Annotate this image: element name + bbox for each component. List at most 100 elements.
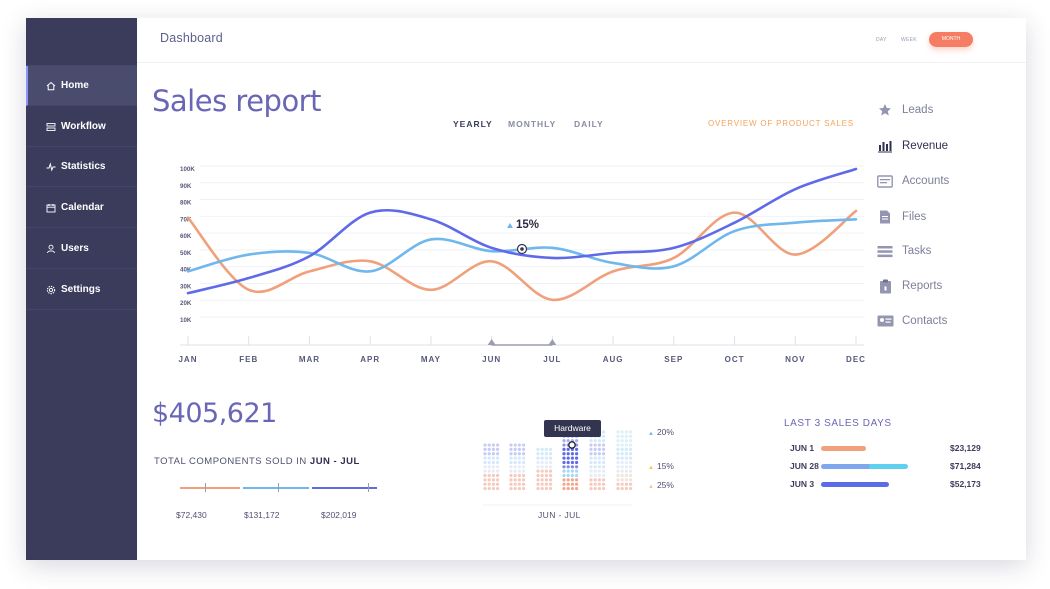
matrix-dot (487, 465, 491, 469)
matrix-dot (487, 478, 491, 482)
segment-value-3: $202,019 (321, 510, 357, 520)
sidebar-item-settings[interactable]: Settings (26, 270, 137, 310)
series-line-1 (186, 167, 858, 295)
x-tick-label: FEB (239, 355, 258, 364)
matrix-dot (562, 465, 566, 469)
tab-yearly[interactable]: YEARLY (453, 119, 493, 129)
range-week-button[interactable]: WEEK (901, 37, 917, 43)
tab-monthly[interactable]: MONTHLY (508, 119, 557, 129)
matrix-dot (597, 443, 602, 447)
matrix-dot (589, 443, 593, 447)
matrix-dot (624, 447, 629, 451)
right-nav-revenue[interactable]: Revenue (876, 139, 948, 153)
matrix-dot (491, 486, 495, 491)
y-tick-label: 20K (180, 300, 192, 307)
matrix-dot (517, 452, 522, 456)
sidebar-item-home[interactable]: Home (26, 66, 137, 106)
overview-link[interactable]: OVERVIEW OF PRODUCT SALES (708, 119, 854, 128)
x-tick-label: OCT (725, 355, 745, 364)
range-handle-icon (487, 339, 496, 345)
matrix-dot (589, 482, 593, 486)
matrix-dot (566, 439, 570, 443)
matrix-dot (575, 439, 579, 443)
y-tick-label: 30K (180, 283, 192, 290)
top-bar: Dashboard DAY WEEK MONTH (137, 18, 1026, 63)
matrix-dot (620, 482, 624, 486)
sidebar-item-calendar[interactable]: Calendar (26, 188, 137, 228)
matrix-dot (575, 469, 579, 473)
matrix-dot (589, 478, 593, 482)
right-nav-contacts[interactable]: Contacts (876, 314, 947, 328)
matrix-dot (575, 452, 579, 456)
segment-line-1 (180, 487, 240, 489)
matrix-dot (566, 460, 570, 465)
matrix-dot (509, 486, 513, 491)
arrow-up-icon (507, 223, 513, 228)
highlight-point-center (520, 247, 524, 251)
matrix-dot (562, 460, 566, 465)
tab-daily[interactable]: DAILY (574, 119, 604, 129)
matrix-dot (496, 473, 500, 478)
segment-tick (368, 483, 369, 492)
app-window: Dashboard DAY WEEK MONTH (26, 18, 1026, 560)
matrix-dot (616, 452, 620, 456)
sidebar-item-label: Home (61, 80, 89, 91)
sidebar-item-workflow[interactable]: Workflow (26, 107, 137, 147)
right-nav-files[interactable]: Files (876, 210, 926, 224)
matrix-dot (566, 482, 570, 486)
sidebar-item-users[interactable]: Users (26, 229, 137, 269)
arrow-up-icon: ▲ (648, 431, 654, 437)
x-tick-label: SEP (664, 355, 683, 364)
matrix-dot (562, 473, 566, 478)
matrix-dot (540, 473, 544, 478)
right-nav-label: Contacts (902, 315, 948, 327)
matrix-dot (624, 456, 629, 460)
matrix-dot (522, 460, 526, 465)
matrix-dot (544, 473, 549, 478)
bar-chart-icon (876, 139, 894, 153)
matrix-dot (624, 469, 629, 473)
matrix-dot (540, 486, 544, 491)
matrix-dot (624, 478, 629, 482)
matrix-dot (566, 452, 570, 456)
series-line-2 (186, 218, 858, 273)
sidebar-item-statistics[interactable]: Statistics (26, 147, 137, 187)
matrix-dot (575, 473, 579, 478)
matrix-dot (566, 469, 570, 473)
file-icon (876, 210, 894, 224)
matrix-dot (602, 478, 606, 482)
right-nav-accounts[interactable]: Accounts (876, 174, 949, 188)
right-nav-reports[interactable]: Reports (876, 279, 942, 293)
right-nav-label: Revenue (902, 140, 949, 152)
right-nav-label: Accounts (902, 175, 950, 187)
tasks-icon (876, 244, 894, 258)
matrix-dot (562, 443, 566, 447)
matrix-dot (549, 478, 553, 482)
range-month-button[interactable]: MONTH (929, 32, 973, 47)
matrix-dot (566, 447, 570, 451)
matrix-dot (536, 452, 540, 456)
segment-line-2 (243, 487, 309, 489)
sidebar-item-label: Users (61, 243, 89, 254)
matrix-dot (540, 456, 544, 460)
matrix-dot (517, 486, 522, 491)
matrix-dot (549, 460, 553, 465)
matrix-dot (597, 473, 602, 478)
matrix-dot (513, 486, 517, 491)
matrix-dot (602, 482, 606, 486)
pct-value-2: 15% (656, 461, 674, 471)
matrix-dot (616, 465, 620, 469)
matrix-dot (593, 469, 597, 473)
matrix-dot (513, 443, 517, 447)
matrix-dot (544, 478, 549, 482)
matrix-dot (602, 430, 606, 434)
matrix-dot (593, 439, 597, 443)
matrix-dot (566, 473, 570, 478)
matrix-dot (522, 465, 526, 469)
matrix-dot (549, 486, 553, 491)
right-nav-tasks[interactable]: Tasks (876, 244, 931, 258)
matrix-dot (562, 482, 566, 486)
right-nav-leads[interactable]: Leads (876, 103, 933, 117)
range-day-button[interactable]: DAY (876, 37, 887, 43)
matrix-dot (566, 486, 570, 491)
